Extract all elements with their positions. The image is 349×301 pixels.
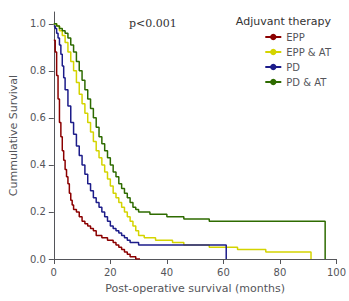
- svg-text:0.6: 0.6: [30, 112, 46, 123]
- svg-text:0.8: 0.8: [30, 65, 46, 76]
- svg-text:0.4: 0.4: [30, 159, 46, 170]
- svg-text:40: 40: [160, 267, 173, 278]
- svg-text:80: 80: [274, 267, 287, 278]
- svg-text:EPP: EPP: [286, 32, 304, 43]
- svg-text:Post-operative survival (month: Post-operative survival (months): [105, 282, 285, 295]
- svg-text:PD: PD: [286, 62, 300, 73]
- svg-text:0: 0: [51, 267, 57, 278]
- svg-text:Adjuvant therapy: Adjuvant therapy: [236, 15, 332, 28]
- svg-text:Cummulative Survival: Cummulative Survival: [7, 75, 20, 196]
- svg-text:60: 60: [217, 267, 230, 278]
- svg-text:p<0.001: p<0.001: [129, 17, 177, 30]
- svg-text:PD & AT: PD & AT: [286, 77, 327, 88]
- svg-text:EPP & AT: EPP & AT: [286, 47, 332, 58]
- svg-text:0.2: 0.2: [30, 206, 46, 217]
- svg-text:20: 20: [104, 267, 117, 278]
- svg-text:1.0: 1.0: [30, 18, 46, 29]
- svg-text:0.0: 0.0: [30, 254, 46, 265]
- svg-text:100: 100: [327, 267, 346, 278]
